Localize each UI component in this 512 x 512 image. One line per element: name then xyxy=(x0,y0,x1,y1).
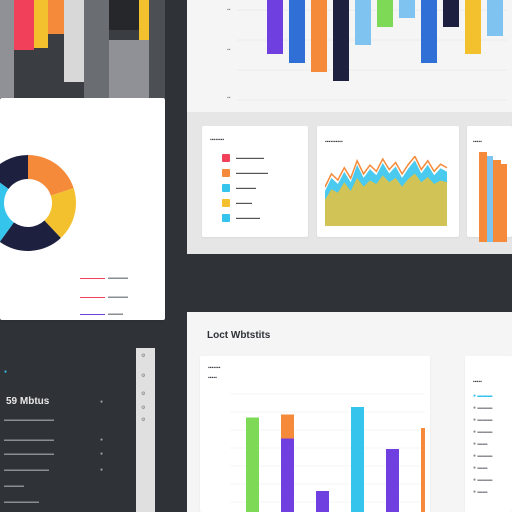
area-chart xyxy=(325,156,448,226)
right-bar-chart-title: ▪▪▪▪▪ xyxy=(473,139,482,145)
sidebar-item[interactable]: ▬▬▬▬▬▬▬ xyxy=(4,499,39,505)
mosaic-light-block xyxy=(64,0,84,82)
sidebar-item[interactable]: ▬▬▬▬▬▬▬▬▬ xyxy=(4,467,49,473)
bar xyxy=(399,0,415,18)
legend-card-title: ▪▪▪▪▪▪▪▪ xyxy=(210,137,225,143)
bar xyxy=(246,417,259,512)
list-title: ▪▪▪▪▪ xyxy=(473,379,482,385)
pie-slice xyxy=(0,155,28,189)
bottom-main-panel: Loct Wbtstits ▪▪▪▪▪▪▪ ▪▪▪▪▪ ▪▪▪▪▪ ● ▬▬▬ … xyxy=(187,312,512,512)
bottom-bar-chart-card: ▪▪▪▪▪▪▪ ▪▪▪▪▪ xyxy=(200,356,430,512)
sidebar-item[interactable]: ▬▬▬▬ xyxy=(4,483,24,489)
sidebar-bullet: ● xyxy=(100,437,104,443)
legend-label: ▬▬▬▬ xyxy=(108,294,128,300)
sidebar: ● 59 Mbtus ● ▬▬▬▬▬▬▬▬▬▬ ▬▬▬▬▬▬▬▬▬▬ ● ▬▬▬… xyxy=(0,348,155,512)
legend-item: ▬▬▬▬▬▬▬ xyxy=(236,155,264,160)
bar xyxy=(311,0,327,72)
axis-tick: ▪▪ xyxy=(227,47,231,53)
doughnut-chart xyxy=(0,155,76,251)
area-line xyxy=(325,156,448,188)
top-bar-chart xyxy=(237,0,507,101)
list-item[interactable]: ● ▬▬▬ xyxy=(473,417,493,423)
bottom-chart-subtitle: ▪▪▪▪▪ xyxy=(208,375,217,381)
list-item[interactable]: ● ▬▬ xyxy=(473,441,488,447)
pie-slice xyxy=(44,188,76,238)
list-item[interactable]: ● ▬▬▬ xyxy=(473,393,493,399)
bottom-bar-chart xyxy=(230,393,425,512)
doughnut-chart-card: ▬▬▬▬ ▬▬▬▬ ▬▬▬ xyxy=(0,98,165,320)
bar xyxy=(386,449,399,512)
legend-line-red xyxy=(80,278,105,279)
legend-line-red xyxy=(80,297,105,298)
sidebar-item[interactable]: ▬▬▬▬▬▬▬▬▬▬ xyxy=(4,417,54,423)
list-item[interactable]: ● ▬▬▬ xyxy=(473,453,493,459)
legend-swatch-cyan xyxy=(222,184,230,192)
mosaic-red-block xyxy=(14,0,34,50)
legend-swatch-orange xyxy=(222,169,230,177)
bar-segment xyxy=(281,414,294,439)
bottom-chart-title: ▪▪▪▪▪▪▪ xyxy=(208,365,221,371)
bottom-list-card: ▪▪▪▪▪ ● ▬▬▬ ● ▬▬▬ ● ▬▬▬ ● ▬▬▬ ● ▬▬ ● ▬▬▬… xyxy=(465,356,512,512)
legend-label: ▬▬▬▬ xyxy=(108,275,128,281)
mosaic-yellow-bar xyxy=(139,0,149,40)
sidebar-bullet: ● xyxy=(100,399,104,405)
area-chart-title: ▪▪▪▪▪▪▪▪▪▪ xyxy=(325,139,343,145)
legend-item: ▬▬▬▬▬▬▬▬ xyxy=(236,170,268,175)
bar xyxy=(465,0,481,54)
bar xyxy=(281,438,294,512)
pie-slice xyxy=(28,155,74,196)
settings-icon[interactable]: ⚙ xyxy=(141,373,146,379)
bar xyxy=(316,491,329,512)
legend-item: ▬▬▬▬▬ xyxy=(236,185,256,190)
axis-tick: ▪▪ xyxy=(227,7,231,13)
scrollbar[interactable]: ⚙ ⚙ ⚙ ⚙ ⚙ xyxy=(136,348,155,512)
list-item[interactable]: ● ▬▬ xyxy=(473,465,488,471)
sidebar-item[interactable]: ▬▬▬▬▬▬▬▬▬▬ xyxy=(4,437,54,443)
settings-icon[interactable]: ⚙ xyxy=(141,417,146,423)
sidebar-bullet: ● xyxy=(100,451,104,457)
bar xyxy=(487,0,503,36)
legend-swatch-cyan xyxy=(222,214,230,222)
bottom-panel-title: Loct Wbtstits xyxy=(207,330,271,341)
sidebar-heading: 59 Mbtus xyxy=(6,396,50,407)
settings-icon[interactable]: ⚙ xyxy=(141,353,146,359)
legend-item: ▬▬▬▬▬▬ xyxy=(236,215,260,220)
area-chart-card: ▪▪▪▪▪▪▪▪▪▪ xyxy=(317,126,459,237)
top-left-chart-panel xyxy=(0,0,165,98)
list-item[interactable]: ● ▬▬▬ xyxy=(473,477,493,483)
bar xyxy=(377,0,393,27)
bar xyxy=(267,0,283,54)
sidebar-dot: ● xyxy=(4,369,8,375)
settings-icon[interactable]: ⚙ xyxy=(141,391,146,397)
pie-slice xyxy=(0,220,61,251)
legend-label: ▬▬▬ xyxy=(108,311,123,317)
pie-slice xyxy=(0,182,14,242)
area-series xyxy=(325,173,447,226)
top-bar-chart-card: ▪▪ ▪▪ ▪▪ xyxy=(187,0,512,112)
mosaic-yellow-block xyxy=(34,0,48,48)
bar xyxy=(333,0,349,81)
settings-icon[interactable]: ⚙ xyxy=(141,405,146,411)
list-item[interactable]: ● ▬▬ xyxy=(473,489,488,495)
legend-item: ▬▬▬▬ xyxy=(236,200,252,205)
legend-line-purple xyxy=(80,314,105,315)
sidebar-item[interactable]: ▬▬▬▬▬▬▬▬▬▬ xyxy=(4,451,54,457)
legend-card: ▪▪▪▪▪▪▪▪ ▬▬▬▬▬▬▬ ▬▬▬▬▬▬▬▬ ▬▬▬▬▬ ▬▬▬▬ ▬▬▬… xyxy=(202,126,308,237)
bar xyxy=(289,0,305,63)
mosaic-orange-block xyxy=(48,0,64,34)
right-bar-chart-card: ▪▪▪▪▪ xyxy=(467,126,512,342)
legend-swatch-yellow xyxy=(222,199,230,207)
bar xyxy=(421,0,437,63)
list-item[interactable]: ● ▬▬▬ xyxy=(473,429,493,435)
list-item[interactable]: ● ▬▬▬ xyxy=(473,405,493,411)
bar xyxy=(443,0,459,27)
bar xyxy=(421,428,425,512)
bar xyxy=(355,0,371,45)
bar xyxy=(351,407,364,512)
legend-swatch-red xyxy=(222,154,230,162)
axis-tick: ▪▪ xyxy=(227,95,231,101)
sidebar-bullet: ● xyxy=(100,467,104,473)
